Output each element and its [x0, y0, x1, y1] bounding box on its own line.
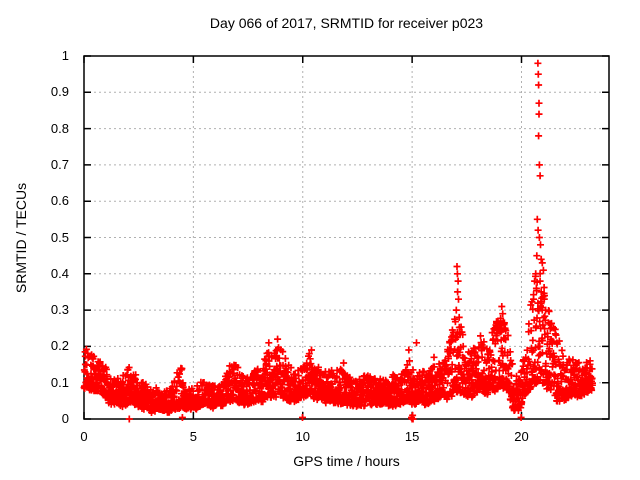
y-tick-label: 0 [61, 411, 69, 426]
y-tick-label: 0.7 [50, 156, 69, 172]
x-tick-label: 20 [514, 429, 529, 444]
y-tick-label: 0.9 [50, 84, 69, 100]
x-tick-label: 5 [189, 429, 197, 444]
y-tick-label: 0.5 [50, 229, 69, 245]
y-tick-label: 1 [61, 48, 69, 63]
x-tick-label: 15 [404, 429, 420, 444]
scatter-points-srmtid [80, 59, 596, 423]
chart-title: Day 066 of 2017, SRMTID for receiver p02… [209, 15, 484, 31]
x-tick-label: 10 [295, 429, 310, 444]
x-tick-label: 0 [80, 429, 88, 444]
y-tick-label: 0.1 [50, 374, 69, 390]
axis-tick-marks [83, 55, 609, 420]
y-tick-label: 0.8 [50, 120, 69, 136]
y-tick-label: 0.3 [50, 302, 69, 318]
x-axis-label: GPS time / hours [293, 453, 400, 469]
y-tick-label: 0.4 [50, 265, 69, 281]
y-tick-label: 0.6 [50, 193, 69, 209]
y-tick-label: 0.2 [50, 338, 69, 354]
